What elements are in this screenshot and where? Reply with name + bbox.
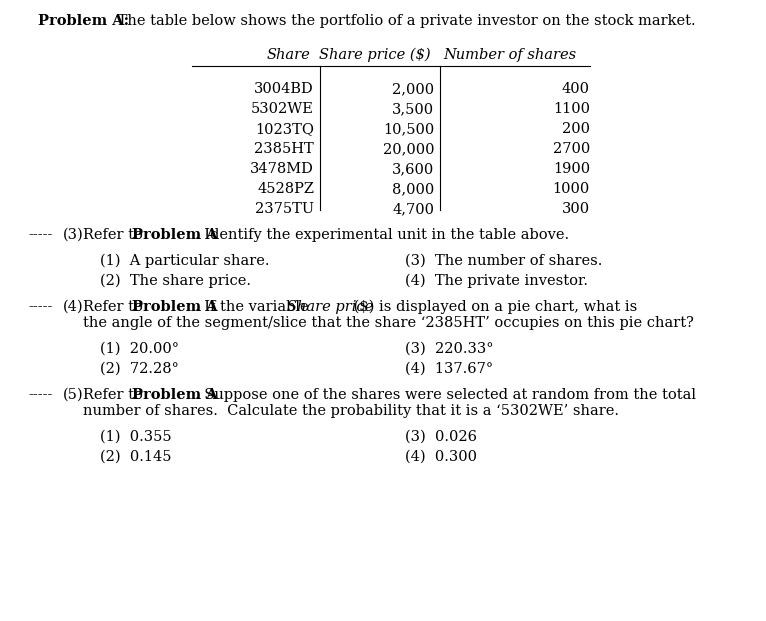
Text: (5): (5) [63, 388, 83, 402]
Text: 1023TQ: 1023TQ [255, 122, 314, 136]
Text: 1000: 1000 [553, 182, 590, 196]
Text: 5302WE: 5302WE [251, 102, 314, 116]
Text: (1)  0.355: (1) 0.355 [100, 430, 172, 444]
Text: 20,000: 20,000 [382, 142, 434, 156]
Text: . Identify the experimental unit in the table above.: . Identify the experimental unit in the … [195, 228, 569, 242]
Text: ($) is displayed on a pie chart, what is: ($) is displayed on a pie chart, what is [349, 300, 637, 314]
Text: (2)  72.28°: (2) 72.28° [100, 362, 179, 376]
Text: number of shares.  Calculate the probability that it is a ‘5302WE’ share.: number of shares. Calculate the probabil… [83, 404, 619, 418]
Text: 2,000: 2,000 [392, 82, 434, 96]
Text: Problem A:: Problem A: [38, 14, 129, 28]
Text: 4528PZ: 4528PZ [257, 182, 314, 196]
Text: (1)  20.00°: (1) 20.00° [100, 342, 179, 356]
Text: Number of shares: Number of shares [444, 48, 577, 62]
Text: 4,700: 4,700 [392, 202, 434, 216]
Text: (1)  A particular share.: (1) A particular share. [100, 254, 270, 268]
Text: Problem A: Problem A [132, 228, 218, 242]
Text: (3)  The number of shares.: (3) The number of shares. [405, 254, 602, 268]
Text: 1100: 1100 [553, 102, 590, 116]
Text: (2)  The share price.: (2) The share price. [100, 274, 251, 288]
Text: (3)  0.026: (3) 0.026 [405, 430, 477, 444]
Text: 8,000: 8,000 [391, 182, 434, 196]
Text: 3004BD: 3004BD [254, 82, 314, 96]
Text: (4)  The private investor.: (4) The private investor. [405, 274, 588, 288]
Text: . Suppose one of the shares were selected at random from the total: . Suppose one of the shares were selecte… [195, 388, 696, 402]
Text: Share price: Share price [287, 300, 373, 314]
Text: 2375TU: 2375TU [255, 202, 314, 216]
Text: 300: 300 [562, 202, 590, 216]
Text: 2385HT: 2385HT [254, 142, 314, 156]
Text: Problem A: Problem A [132, 388, 218, 402]
Text: -----: ----- [28, 300, 52, 314]
Text: Share price ($): Share price ($) [319, 48, 430, 62]
Text: 3478MD: 3478MD [250, 162, 314, 176]
Text: The table below shows the portfolio of a private investor on the stock market.: The table below shows the portfolio of a… [113, 14, 696, 28]
Text: 3,500: 3,500 [392, 102, 434, 116]
Text: Refer to: Refer to [83, 228, 148, 242]
Text: Problem A: Problem A [132, 300, 218, 314]
Text: (2)  0.145: (2) 0.145 [100, 450, 172, 464]
Text: . If the variable: . If the variable [195, 300, 313, 314]
Text: 400: 400 [562, 82, 590, 96]
Text: 3,600: 3,600 [391, 162, 434, 176]
Text: 2700: 2700 [553, 142, 590, 156]
Text: the angle of the segment/slice that the share ‘2385HT’ occupies on this pie char: the angle of the segment/slice that the … [83, 316, 694, 330]
Text: (3): (3) [63, 228, 83, 242]
Text: 10,500: 10,500 [383, 122, 434, 136]
Text: -----: ----- [28, 388, 52, 402]
Text: Refer to: Refer to [83, 388, 148, 402]
Text: (4)  137.67°: (4) 137.67° [405, 362, 493, 376]
Text: (4)  0.300: (4) 0.300 [405, 450, 477, 464]
Text: (4): (4) [63, 300, 83, 314]
Text: -----: ----- [28, 228, 52, 242]
Text: (3)  220.33°: (3) 220.33° [405, 342, 493, 356]
Text: 200: 200 [562, 122, 590, 136]
Text: Refer to: Refer to [83, 300, 148, 314]
Text: Share: Share [267, 48, 310, 62]
Text: 1900: 1900 [553, 162, 590, 176]
